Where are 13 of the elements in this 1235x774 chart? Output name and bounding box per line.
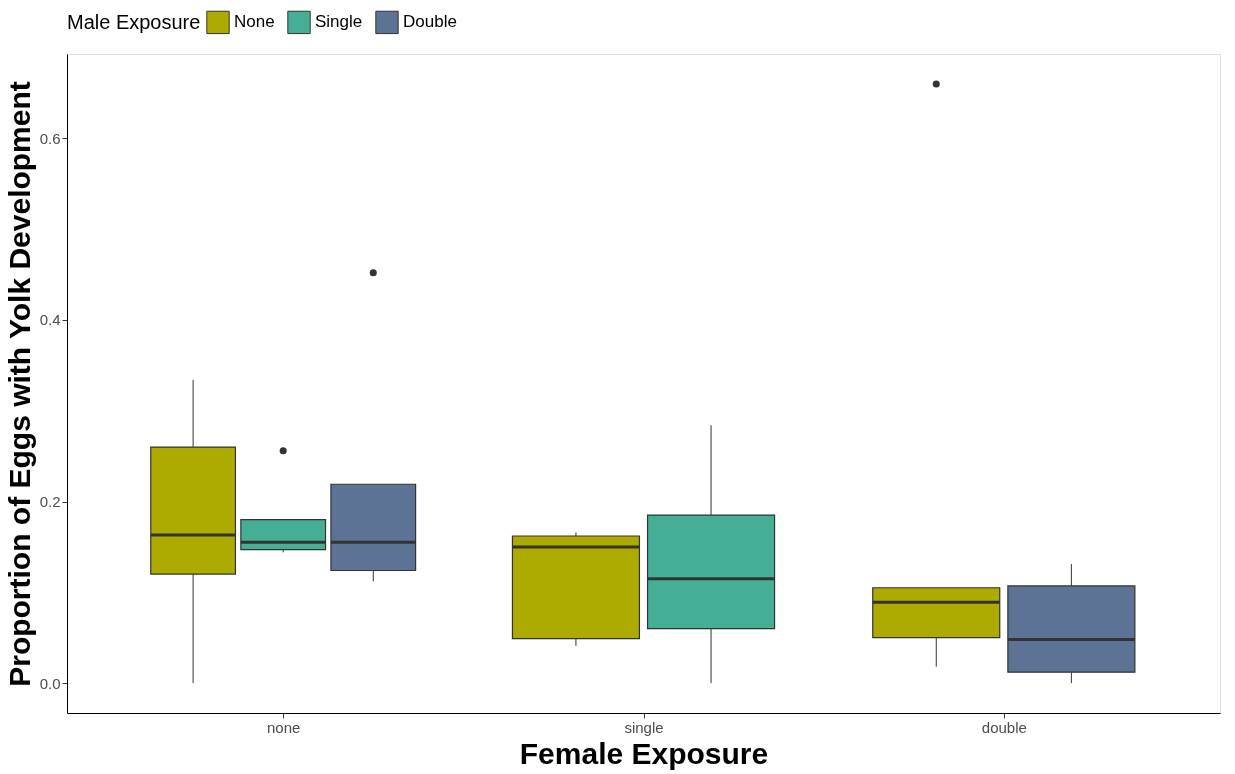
y-tick-label: 0.2: [39, 493, 61, 510]
x-axis-title: Female Exposure: [519, 736, 769, 770]
x-tick-label: single: [624, 718, 664, 736]
legend-label: Double: [403, 12, 457, 32]
y-axis-title: Proportion of Eggs with Yolk Development: [2, 81, 36, 687]
legend-label: None: [234, 12, 275, 32]
legend-label: Single: [315, 12, 363, 32]
y-tick-label: 0.6: [39, 129, 61, 147]
x-tick-label: none: [267, 718, 301, 736]
y-tick-label: 0.0: [39, 674, 61, 692]
legend-title: Male Exposure: [67, 11, 201, 33]
x-tick-label: double: [981, 718, 1027, 736]
y-tick-label: 0.4: [39, 311, 61, 329]
